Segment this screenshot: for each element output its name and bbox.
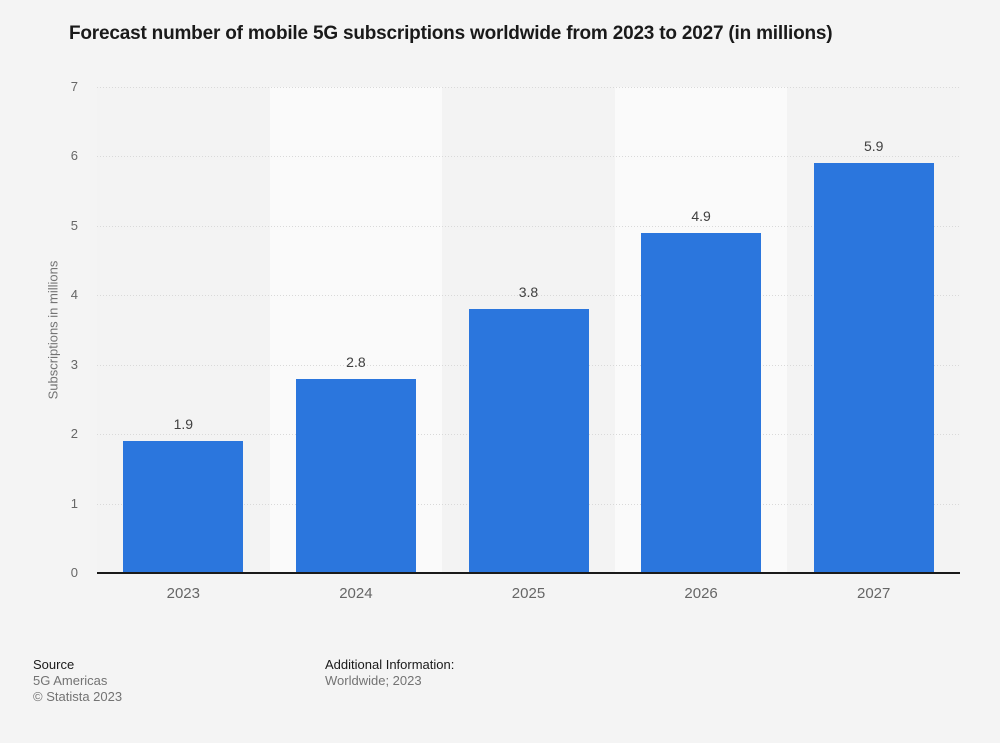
x-axis-label-2023: 2023 <box>166 585 200 602</box>
bar-2023[interactable] <box>123 441 244 573</box>
bar-value-label-2024: 2.8 <box>346 353 366 370</box>
additional-info-block: Additional Information: Worldwide; 2023 <box>325 657 454 689</box>
x-axis-label-2027: 2027 <box>857 585 891 602</box>
gridline-6 <box>97 156 960 158</box>
source-label: Source <box>33 657 75 672</box>
chart-title: Forecast number of mobile 5G subscriptio… <box>69 23 833 44</box>
x-axis-label-2026: 2026 <box>684 585 718 602</box>
bar-value-label-2023: 1.9 <box>173 416 194 433</box>
y-tick-label-4: 4 <box>70 287 78 303</box>
source-name: 5G Americas <box>33 673 108 688</box>
x-axis-label-2025: 2025 <box>511 585 546 602</box>
source-block: Source 5G Americas © Statista 2023 <box>33 657 122 705</box>
additional-info-label: Additional Information: <box>325 657 455 672</box>
bar-value-label-2027: 5.9 <box>863 138 884 155</box>
y-axis-tick-labels: 0 1 2 3 4 5 6 7 <box>0 79 78 580</box>
additional-info-value: Worldwide; 2023 <box>325 673 422 688</box>
bar-value-label-2026: 4.9 <box>691 207 711 224</box>
y-tick-label-0: 0 <box>70 565 78 580</box>
y-tick-label-6: 6 <box>70 148 78 164</box>
y-tick-label-7: 7 <box>70 79 78 94</box>
bar-value-label-2025: 3.8 <box>518 284 539 301</box>
x-axis-label-2024: 2024 <box>339 585 373 602</box>
y-tick-label-3: 3 <box>70 356 78 372</box>
y-tick-label-1: 1 <box>70 495 78 511</box>
plot-area: 1.9 2.8 3.8 4.9 5.9 <box>97 87 960 574</box>
gridline-5 <box>97 225 960 227</box>
bar-2025[interactable] <box>468 309 589 573</box>
y-tick-label-2: 2 <box>70 426 78 442</box>
bar-2026[interactable] <box>641 232 762 573</box>
gridline-7 <box>97 87 960 88</box>
y-tick-label-5: 5 <box>70 217 78 233</box>
gridline-4 <box>97 295 960 297</box>
bar-2024[interactable] <box>295 378 416 573</box>
bar-2027[interactable] <box>813 163 934 573</box>
x-axis-labels: 2023 2024 2025 2026 2027 <box>97 585 960 603</box>
x-axis-line <box>97 572 960 574</box>
copyright-note: © Statista 2023 <box>33 689 123 704</box>
